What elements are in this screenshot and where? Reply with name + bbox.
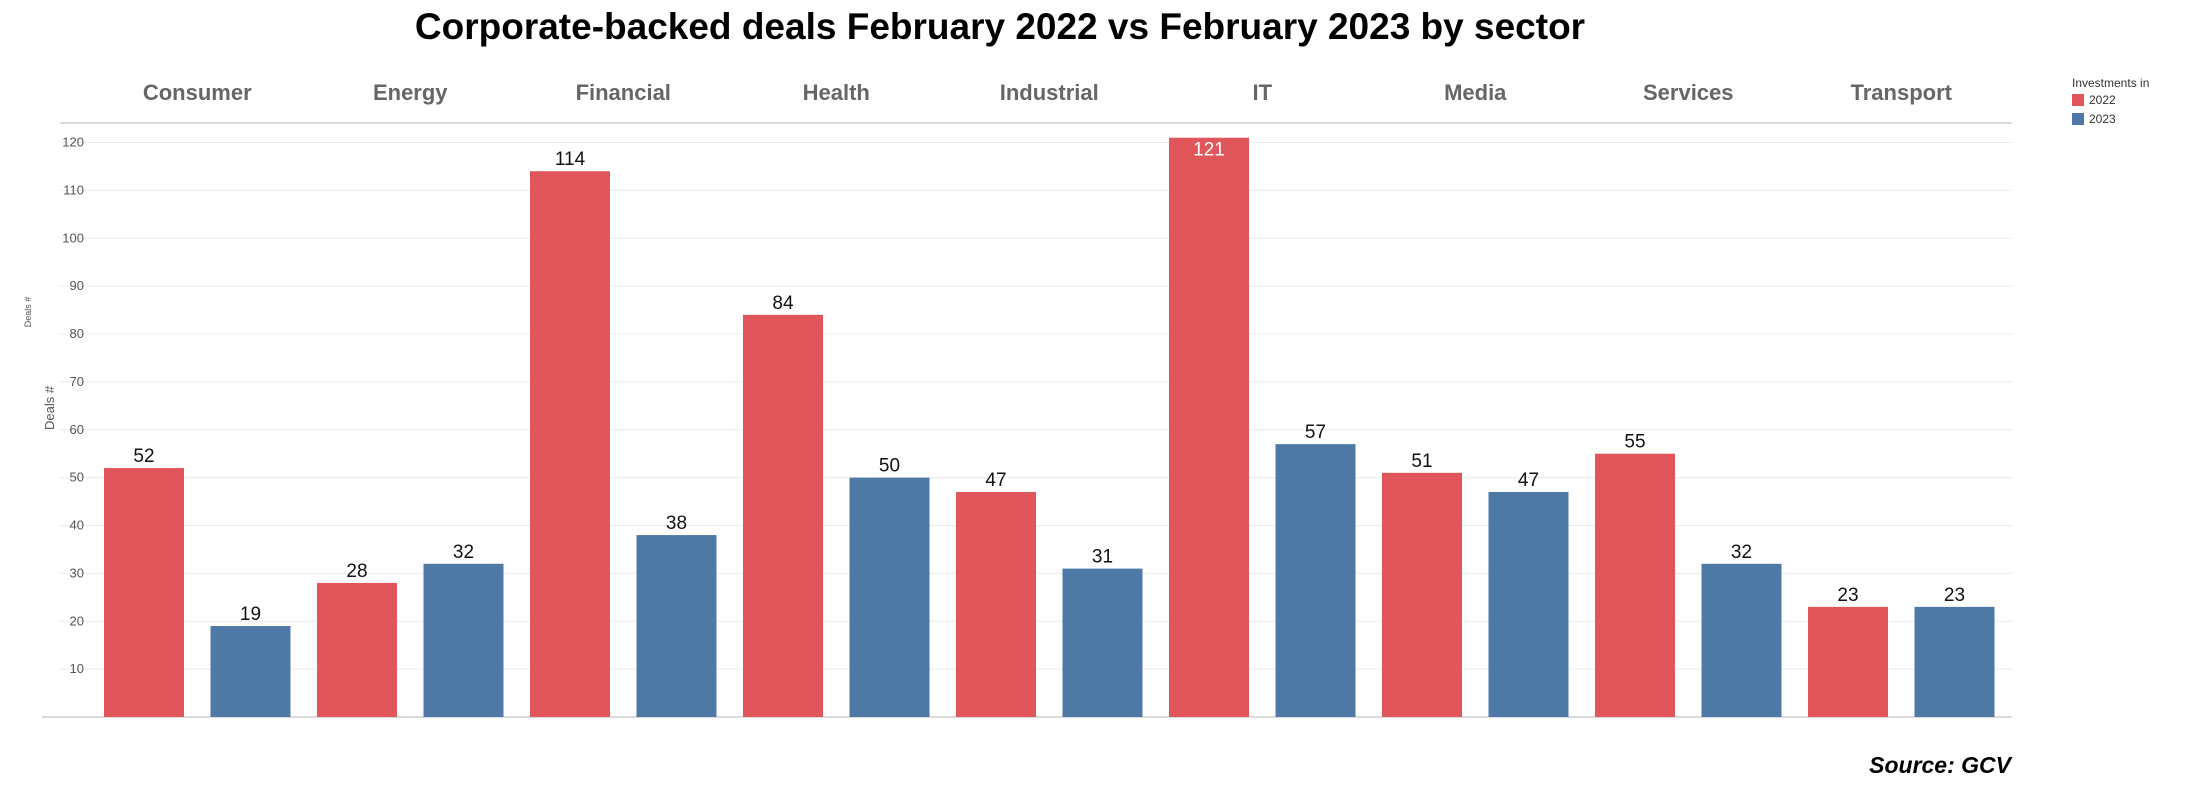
bar-it-2022[interactable] xyxy=(1169,137,1249,717)
data-label-services-2022: 55 xyxy=(1624,432,1645,453)
legend-title: Investments in xyxy=(2072,76,2150,90)
data-label-industrial-2022: 47 xyxy=(985,470,1006,491)
category-header-financial: Financial xyxy=(576,80,671,105)
category-header-it: IT xyxy=(1252,80,1272,105)
y-tick-label-100: 100 xyxy=(62,230,84,245)
bar-chart: 52 19 28 32 114 38 84 50 47 31 121 57 51 47 55 32 23 23 1… xyxy=(23,80,2012,718)
y-tick-label-70: 70 xyxy=(70,374,84,389)
data-label-health-2022: 84 xyxy=(772,293,794,314)
data-label-it-2022: 121 xyxy=(1193,140,1225,161)
category-header-industrial: Industrial xyxy=(1000,80,1099,105)
category-header-services: Services xyxy=(1643,80,1734,105)
category-header-media: Media xyxy=(1444,80,1507,105)
data-label-health-2023: 50 xyxy=(879,456,900,477)
bar-health-2023[interactable] xyxy=(849,477,930,717)
legend: Investments in 2022 2023 xyxy=(2072,76,2149,131)
legend-swatch-2023 xyxy=(2072,113,2084,125)
data-label-energy-2023: 32 xyxy=(453,542,474,563)
data-label-financial-2022: 114 xyxy=(555,149,586,170)
bar-financial-2023[interactable] xyxy=(636,535,717,717)
bar-media-2023[interactable] xyxy=(1488,491,1569,717)
y-tick-label-80: 80 xyxy=(70,326,84,341)
data-label-industrial-2023: 31 xyxy=(1092,547,1113,568)
category-header-consumer: Consumer xyxy=(143,80,252,105)
legend-item-2023[interactable]: 2023 xyxy=(2072,112,2149,126)
legend-item-2022[interactable]: 2022 xyxy=(2072,93,2149,107)
data-label-consumer-2023: 19 xyxy=(240,604,261,625)
bars xyxy=(104,137,1995,718)
y-tick-label-20: 20 xyxy=(70,613,84,628)
data-label-financial-2023: 38 xyxy=(666,513,687,534)
data-label-energy-2022: 28 xyxy=(346,561,367,582)
category-headers: Consumer Energy Financial Health Industrial I… xyxy=(143,80,1953,105)
y-tick-label-90: 90 xyxy=(70,278,84,293)
y-tick-label-10: 10 xyxy=(70,661,84,676)
bar-transport-2022[interactable] xyxy=(1808,606,1888,717)
bar-industrial-2023[interactable] xyxy=(1062,568,1143,717)
y-tick-label-110: 110 xyxy=(63,182,84,197)
y-axis-title-small: Deals # xyxy=(23,297,33,328)
category-header-energy: Energy xyxy=(373,80,448,105)
y-tick-label-40: 40 xyxy=(70,518,84,533)
source-note: Source: GCV xyxy=(1869,752,2011,778)
chart-title: Corporate-backed deals February 2022 vs … xyxy=(414,6,1586,47)
legend-swatch-2022 xyxy=(2072,94,2084,106)
y-axis: 10 20 30 40 50 60 70 80 90 100 110 120 Deals # Deals … xyxy=(23,135,84,677)
data-label-services-2023: 32 xyxy=(1731,542,1752,563)
bar-energy-2022[interactable] xyxy=(317,582,397,717)
data-label-it-2023: 57 xyxy=(1305,422,1326,443)
bar-energy-2023[interactable] xyxy=(423,563,504,717)
bar-services-2023[interactable] xyxy=(1701,563,1782,717)
data-label-transport-2022: 23 xyxy=(1837,585,1858,606)
y-axis-title: Deals # xyxy=(42,385,57,430)
y-tick-label-50: 50 xyxy=(70,470,84,485)
data-label-media-2023: 47 xyxy=(1518,470,1539,491)
y-tick-label-30: 30 xyxy=(70,565,84,580)
data-label-transport-2023: 23 xyxy=(1944,585,1965,606)
bar-consumer-2023[interactable] xyxy=(210,626,291,717)
bar-transport-2023[interactable] xyxy=(1914,606,1995,717)
bar-consumer-2022[interactable] xyxy=(104,468,184,717)
y-tick-label-60: 60 xyxy=(70,422,84,437)
bar-media-2022[interactable] xyxy=(1382,472,1462,717)
bar-financial-2022[interactable] xyxy=(530,171,610,718)
bar-industrial-2022[interactable] xyxy=(956,491,1036,717)
data-label-consumer-2022: 52 xyxy=(133,446,154,467)
bar-health-2022[interactable] xyxy=(743,314,823,717)
category-header-transport: Transport xyxy=(1851,80,1953,105)
data-labels: 52 19 28 32 114 38 84 50 47 31 121 57 51 47 55 32 23 23 xyxy=(133,140,1965,625)
data-label-media-2022: 51 xyxy=(1411,451,1432,472)
y-tick-label-120: 120 xyxy=(62,135,84,150)
legend-label-2022: 2022 xyxy=(2089,93,2116,107)
bar-services-2022[interactable] xyxy=(1595,453,1675,717)
category-header-health: Health xyxy=(803,80,870,105)
legend-label-2023: 2023 xyxy=(2089,112,2116,126)
bar-it-2023[interactable] xyxy=(1275,444,1356,717)
